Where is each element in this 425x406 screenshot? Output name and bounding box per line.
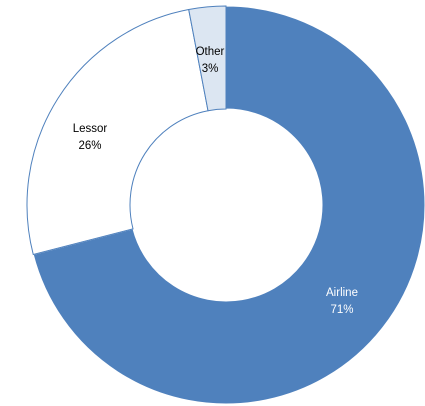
slice-label-lessor: Lessor xyxy=(73,123,108,135)
slice-airline xyxy=(32,5,425,405)
slice-label-other: Other xyxy=(196,46,225,58)
slice-value-lessor: 26% xyxy=(78,140,101,152)
slice-value-other: 3% xyxy=(202,63,219,75)
slice-label-airline: Airline xyxy=(326,287,358,299)
slice-other xyxy=(188,5,227,112)
slice-value-airline: 71% xyxy=(330,304,353,316)
slice-lessor xyxy=(26,8,209,256)
